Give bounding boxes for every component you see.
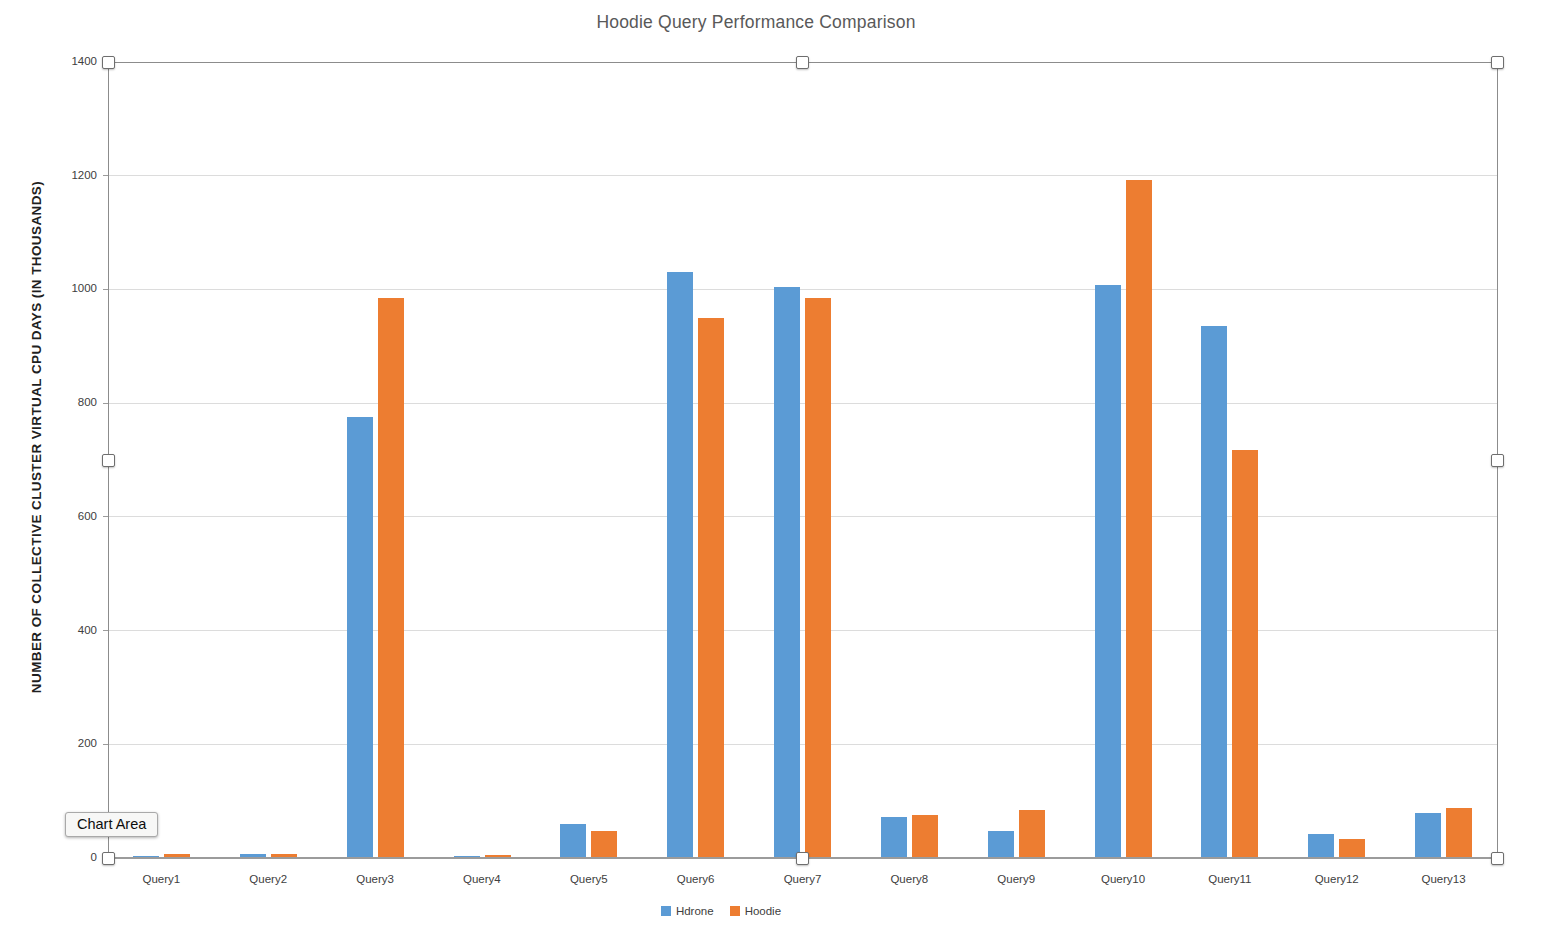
y-axis-title[interactable]: NUMBER OF COLLECTIVE CLUSTER VIRTUAL CPU… xyxy=(29,132,49,742)
gridline xyxy=(108,744,1497,745)
selection-handle-top-left[interactable] xyxy=(102,56,115,69)
selection-handle-top-right[interactable] xyxy=(1491,56,1504,69)
selection-handle-middle-left[interactable] xyxy=(102,454,115,467)
y-tick-label[interactable]: 0 xyxy=(43,851,97,863)
gridline xyxy=(108,403,1497,404)
selection-handle-bottom-middle[interactable] xyxy=(796,852,809,865)
bar-hoodie-query8[interactable] xyxy=(912,815,938,858)
x-tick-label-query2[interactable]: Query2 xyxy=(215,873,322,885)
bar-hoodie-query11[interactable] xyxy=(1232,450,1258,858)
x-tick-label-query5[interactable]: Query5 xyxy=(535,873,642,885)
legend-swatch-icon xyxy=(730,906,740,916)
y-tick-label[interactable]: 1400 xyxy=(43,55,97,67)
y-tick-label[interactable]: 600 xyxy=(43,510,97,522)
bar-hoodie-query12[interactable] xyxy=(1339,839,1365,858)
y-tick-label[interactable]: 1200 xyxy=(43,169,97,181)
bar-hdrone-query5[interactable] xyxy=(560,824,586,858)
x-tick-label-query3[interactable]: Query3 xyxy=(322,873,429,885)
bar-hoodie-query7[interactable] xyxy=(805,298,831,858)
legend-label: Hoodie xyxy=(745,905,781,917)
bar-hoodie-query10[interactable] xyxy=(1126,180,1152,858)
selection-handle-middle-right[interactable] xyxy=(1491,454,1504,467)
gridline xyxy=(108,630,1497,631)
x-tick-label-query12[interactable]: Query12 xyxy=(1283,873,1390,885)
bar-hdrone-query6[interactable] xyxy=(667,272,693,858)
selection-handle-bottom-right[interactable] xyxy=(1491,852,1504,865)
legend-label: Hdrone xyxy=(676,905,714,917)
x-tick-label-query11[interactable]: Query11 xyxy=(1177,873,1284,885)
bar-hdrone-query9[interactable] xyxy=(988,831,1014,858)
y-tick-label[interactable]: 800 xyxy=(43,396,97,408)
x-tick-label-query4[interactable]: Query4 xyxy=(429,873,536,885)
gridline xyxy=(108,289,1497,290)
x-tick-label-query13[interactable]: Query13 xyxy=(1390,873,1497,885)
x-tick-label-query10[interactable]: Query10 xyxy=(1070,873,1177,885)
bar-hdrone-query12[interactable] xyxy=(1308,834,1334,858)
selection-handle-bottom-left[interactable] xyxy=(102,852,115,865)
gridline xyxy=(108,175,1497,176)
selection-handle-top-middle[interactable] xyxy=(796,56,809,69)
y-tick-label[interactable]: 200 xyxy=(43,737,97,749)
bar-hoodie-query9[interactable] xyxy=(1019,810,1045,858)
y-tick-label[interactable]: 400 xyxy=(43,624,97,636)
chart-area-tooltip: Chart Area xyxy=(65,812,158,837)
x-tick-label-query9[interactable]: Query9 xyxy=(963,873,1070,885)
bar-hoodie-query6[interactable] xyxy=(698,318,724,858)
legend[interactable]: Hdrone Hoodie xyxy=(0,905,1442,917)
bar-hdrone-query8[interactable] xyxy=(881,817,907,859)
bar-hoodie-query5[interactable] xyxy=(591,831,617,858)
bar-hoodie-query3[interactable] xyxy=(378,298,404,858)
bar-hdrone-query10[interactable] xyxy=(1095,285,1121,858)
bar-hdrone-query11[interactable] xyxy=(1201,326,1227,858)
bar-hdrone-query7[interactable] xyxy=(774,287,800,858)
x-tick-label-query6[interactable]: Query6 xyxy=(642,873,749,885)
chart-area[interactable]: Hoodie Query Performance Comparison NUMB… xyxy=(0,0,1550,934)
x-tick-label-query8[interactable]: Query8 xyxy=(856,873,963,885)
bar-hdrone-query3[interactable] xyxy=(347,417,373,858)
chart-title[interactable]: Hoodie Query Performance Comparison xyxy=(0,12,1512,33)
x-tick-label-query1[interactable]: Query1 xyxy=(108,873,215,885)
y-tick-label[interactable]: 1000 xyxy=(43,282,97,294)
gridline xyxy=(108,516,1497,517)
bar-hdrone-query13[interactable] xyxy=(1415,813,1441,859)
x-tick-label-query7[interactable]: Query7 xyxy=(749,873,856,885)
legend-item-hoodie[interactable]: Hoodie xyxy=(730,905,781,917)
legend-swatch-icon xyxy=(661,906,671,916)
legend-item-hdrone[interactable]: Hdrone xyxy=(661,905,714,917)
bar-hoodie-query13[interactable] xyxy=(1446,808,1472,858)
